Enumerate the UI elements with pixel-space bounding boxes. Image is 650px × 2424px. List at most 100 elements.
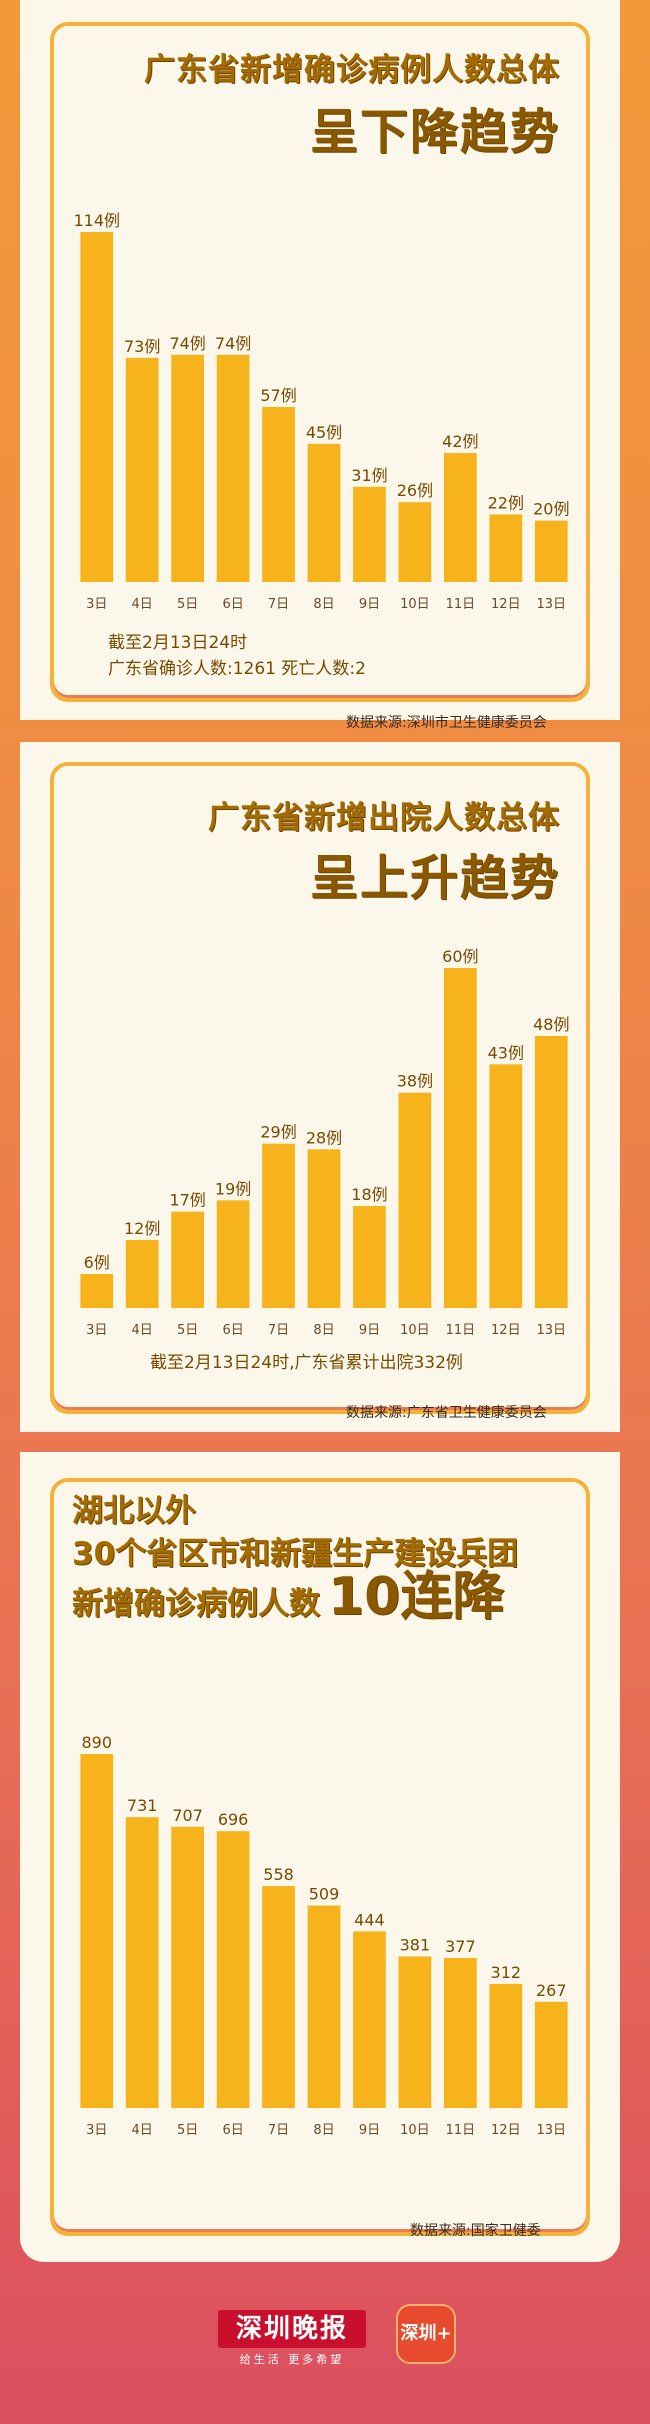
panel-2-source: 数据来源:广东省卫生健康委员会: [346, 1405, 547, 1421]
panel-3-title-line1: 湖北以外: [72, 1493, 196, 1529]
panel-2-chart-svg: 6例 3日 12例 4日 17例 5日 19例 6日 29例 7日 28例 8日 18例 9日 38例 10日…: [80, 947, 569, 1338]
panel-1-source: 数据来源:深圳市卫生健康委员会: [346, 715, 547, 731]
bar-8日: [307, 1905, 341, 2108]
bar-value-label: 57例: [260, 386, 296, 405]
x-tick-label: 5日: [177, 597, 198, 612]
panel-1-chart-svg: 114例 3日 73例 4日 74例 5日 74例 6日 57例 7日 45例 8日 31例 9日 26例 1…: [73, 211, 569, 612]
bar-value-label: 377: [445, 1937, 476, 1956]
x-tick-label: 13日: [536, 597, 566, 612]
logo-text: 深圳晚报: [218, 2310, 366, 2348]
bar-value-label: 12例: [124, 1219, 160, 1238]
bar-7日: [262, 1143, 295, 1308]
bar-10日: [398, 1956, 432, 2108]
bar-6日: [216, 354, 250, 582]
x-tick-label: 11日: [446, 1323, 476, 1338]
bar-4日: [125, 1817, 159, 2108]
bar-13日: [534, 1036, 568, 1308]
bar-value-label: 114例: [73, 211, 120, 230]
bar-5日: [171, 1211, 204, 1308]
x-tick-label: 8日: [313, 2123, 334, 2138]
bar-value-label: 696: [218, 1810, 249, 1829]
x-tick-label: 3日: [86, 2123, 107, 2138]
bar-value-label: 28例: [306, 1128, 342, 1147]
panel-1-frame: [50, 22, 590, 702]
x-tick-label: 3日: [86, 597, 107, 612]
x-tick-label: 5日: [177, 1323, 198, 1338]
x-tick-label: 6日: [222, 597, 243, 612]
x-tick-label: 10日: [400, 1323, 430, 1338]
x-tick-label: 4日: [132, 1323, 153, 1338]
panel-1-title-line2: 呈下降趋势: [309, 104, 560, 160]
panel-3-title-line2: 30个省区市和新疆生产建设兵团: [72, 1536, 519, 1572]
panel-1-title-line1: 广东省新增确诊病例人数总体: [144, 52, 560, 88]
x-tick-label: 11日: [446, 2123, 476, 2138]
x-tick-label: 13日: [536, 2123, 566, 2138]
bar-value-label: 267: [536, 1981, 567, 2000]
x-tick-label: 5日: [177, 2123, 198, 2138]
bar-value-label: 381: [400, 1935, 431, 1954]
bar-10日: [398, 502, 432, 582]
x-tick-label: 12日: [491, 1323, 521, 1338]
bar-value-label: 19例: [215, 1179, 251, 1198]
bar-value-label: 74例: [215, 334, 251, 353]
bar-value-label: 73例: [124, 337, 160, 356]
panel-3-frame: [50, 1478, 590, 2236]
panel-3-title-line3: 新增确诊病例人数 10连降: [72, 1571, 518, 1626]
bar-7日: [262, 407, 295, 582]
bar-5日: [171, 1826, 204, 2108]
bar-12日: [489, 514, 523, 582]
bar-value-label: 42例: [442, 432, 478, 451]
bar-13日: [534, 2001, 568, 2108]
bar-9日: [353, 1931, 386, 2108]
bar-10日: [398, 1092, 432, 1308]
x-tick-label: 8日: [313, 597, 334, 612]
bar-value-label: 45例: [306, 423, 342, 442]
bar-value-label: 26例: [397, 481, 433, 500]
panel-1-note-line1: 截至2月13日24时: [108, 633, 248, 653]
bar-6日: [216, 1831, 250, 2108]
x-tick-label: 3日: [86, 1323, 107, 1338]
panel-2-chart: 6例 3日 12例 4日 17例 5日 19例 6日 29例 7日 28例 8日 18例 9日 38例 10日…: [64, 947, 584, 1348]
panel-1-note: 截至2月13日24时 广东省确诊人数:1261 死亡人数:2: [108, 630, 366, 682]
bar-value-label: 312: [491, 1963, 522, 1982]
bar-value-label: 731: [127, 1796, 158, 1815]
x-tick-label: 4日: [132, 597, 153, 612]
bar-4日: [125, 1240, 159, 1308]
bar-9日: [353, 1206, 386, 1308]
bar-11日: [444, 1958, 477, 2108]
panel-3-title: 湖北以外 30个省区市和新疆生产建设兵团 新增确诊病例人数 10连降: [72, 1490, 518, 1626]
bar-value-label: 74例: [169, 334, 205, 353]
bar-6日: [216, 1200, 250, 1308]
logo-slogan: 给生活 更多希望: [239, 2353, 345, 2366]
bar-value-label: 43例: [488, 1043, 524, 1062]
panel-3-chart: 890 3日 731 4日 707 5日 696 6日 558 7日 509 8日 444 9日 381 10…: [64, 1730, 584, 2150]
x-tick-label: 10日: [400, 2123, 430, 2138]
footer-logo[interactable]: 深圳晚报 给生活 更多希望: [218, 2310, 366, 2366]
x-tick-label: 4日: [132, 2123, 153, 2138]
bar-4日: [125, 357, 159, 582]
bar-value-label: 509: [309, 1885, 340, 1904]
bar-value-label: 31例: [351, 466, 387, 485]
bar-value-label: 20例: [533, 500, 569, 519]
x-tick-label: 9日: [359, 597, 380, 612]
panel-2-title-line2: 呈上升趋势: [309, 850, 560, 906]
bar-value-label: 29例: [260, 1123, 296, 1142]
bar-value-label: 18例: [351, 1185, 387, 1204]
bar-value-label: 60例: [442, 947, 478, 966]
x-tick-label: 9日: [359, 1323, 380, 1338]
bar-value-label: 48例: [533, 1015, 569, 1034]
bar-3日: [80, 1274, 114, 1308]
panel-2-frame: [50, 762, 590, 1414]
x-tick-label: 7日: [268, 597, 289, 612]
bar-13日: [534, 520, 568, 582]
bar-value-label: 444: [354, 1910, 385, 1929]
bar-7日: [262, 1886, 295, 2108]
panel-1-note-line2: 广东省确诊人数:1261 死亡人数:2: [108, 659, 366, 679]
x-tick-label: 7日: [268, 2123, 289, 2138]
bar-3日: [80, 1754, 114, 2108]
panel-2-card: 广东省新增出院人数总体 呈上升趋势 6例 3日 12例 4日 17例 5日 19例 6日 29例…: [20, 742, 620, 1432]
panel-3-source: 数据来源:国家卫健委: [410, 2223, 541, 2239]
bar-value-label: 38例: [397, 1072, 433, 1091]
panel-1-chart: 114例 3日 73例 4日 74例 5日 74例 6日 57例 7日 45例 8日 31例 9日 26例 1…: [64, 211, 584, 622]
app-icon[interactable]: 深圳+: [396, 2304, 456, 2364]
